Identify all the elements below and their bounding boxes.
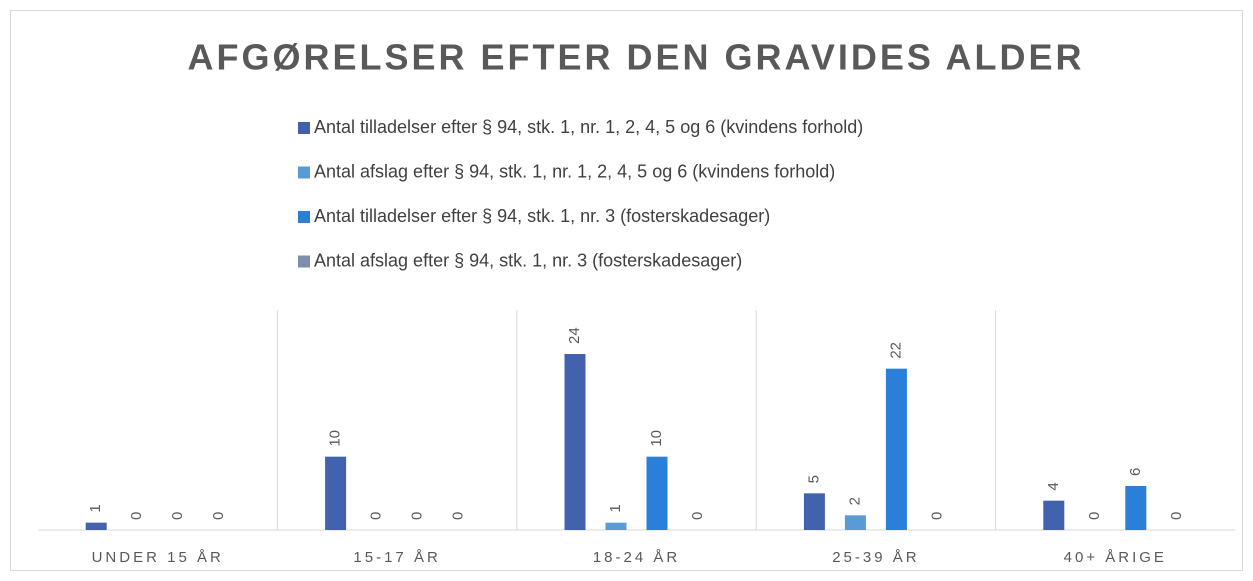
bar — [325, 456, 347, 530]
data-label: 0 — [928, 512, 945, 520]
legend-label: Antal tilladelser efter § 94, stk. 1, nr… — [314, 206, 770, 226]
chart-title: AFGØRELSER EFTER DEN GRAVIDES ALDER — [187, 37, 1084, 78]
bar — [803, 493, 825, 530]
data-label: 0 — [1086, 512, 1103, 520]
data-label: 0 — [128, 512, 145, 520]
data-label: 0 — [1168, 512, 1185, 520]
bar — [646, 456, 668, 530]
bar — [1043, 500, 1065, 530]
data-label: 2 — [846, 497, 863, 505]
data-label: 1 — [607, 504, 624, 512]
bar — [564, 354, 586, 530]
data-label: 6 — [1127, 468, 1144, 476]
legend-label: Antal afslag efter § 94, stk. 1, nr. 3 (… — [314, 250, 742, 270]
chart-frame — [10, 10, 1243, 571]
x-tick-label: UNDER 15 ÅR — [92, 549, 224, 566]
x-tick-label: 18-24 ÅR — [593, 549, 680, 566]
data-label: 0 — [210, 512, 227, 520]
x-tick-label: 15-17 ÅR — [353, 549, 440, 566]
data-label: 0 — [409, 512, 426, 520]
data-label: 0 — [689, 512, 706, 520]
data-label: 0 — [450, 512, 467, 520]
legend-swatch — [298, 255, 310, 268]
legend-label: Antal tilladelser efter § 94, stk. 1, nr… — [314, 117, 863, 137]
bar — [85, 522, 107, 530]
legend-swatch — [298, 166, 310, 179]
legend-swatch — [298, 211, 310, 223]
legend-swatch — [298, 122, 310, 134]
x-tick-label: 25-39 ÅR — [832, 549, 919, 566]
bar — [844, 515, 866, 530]
bar — [1125, 486, 1147, 530]
data-label: 4 — [1045, 482, 1062, 490]
data-label: 10 — [648, 430, 665, 447]
data-label: 1 — [87, 504, 104, 512]
x-tick-label: 40+ ÅRIGE — [1064, 549, 1167, 566]
legend-label: Antal afslag efter § 94, stk. 1, nr. 1, … — [314, 161, 835, 181]
data-label: 5 — [805, 475, 822, 483]
data-label: 24 — [566, 327, 583, 344]
bar — [885, 368, 907, 530]
data-label: 0 — [368, 512, 385, 520]
bar — [605, 522, 627, 530]
data-label: 22 — [887, 342, 904, 359]
data-label: 0 — [169, 512, 186, 520]
data-label: 10 — [327, 430, 344, 447]
